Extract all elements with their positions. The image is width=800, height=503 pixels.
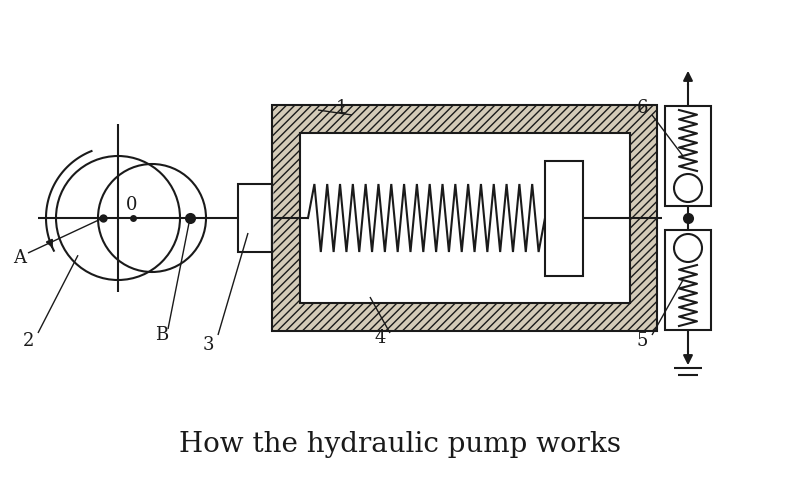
- Text: B: B: [155, 326, 169, 344]
- Bar: [272, 105, 657, 331]
- Bar: [300, 133, 630, 303]
- Bar: [238, 184, 272, 252]
- Text: 6: 6: [636, 99, 648, 117]
- Bar: [272, 105, 657, 331]
- Text: How the hydraulic pump works: How the hydraulic pump works: [179, 432, 621, 459]
- Bar: [665, 106, 711, 206]
- Text: 2: 2: [22, 332, 34, 350]
- Text: 5: 5: [636, 332, 648, 350]
- Bar: [665, 230, 711, 330]
- Text: 0: 0: [126, 196, 138, 214]
- Text: 3: 3: [202, 336, 214, 354]
- Text: A: A: [14, 249, 26, 267]
- Bar: [545, 160, 583, 276]
- Text: 4: 4: [374, 329, 386, 347]
- Text: 1: 1: [336, 99, 348, 117]
